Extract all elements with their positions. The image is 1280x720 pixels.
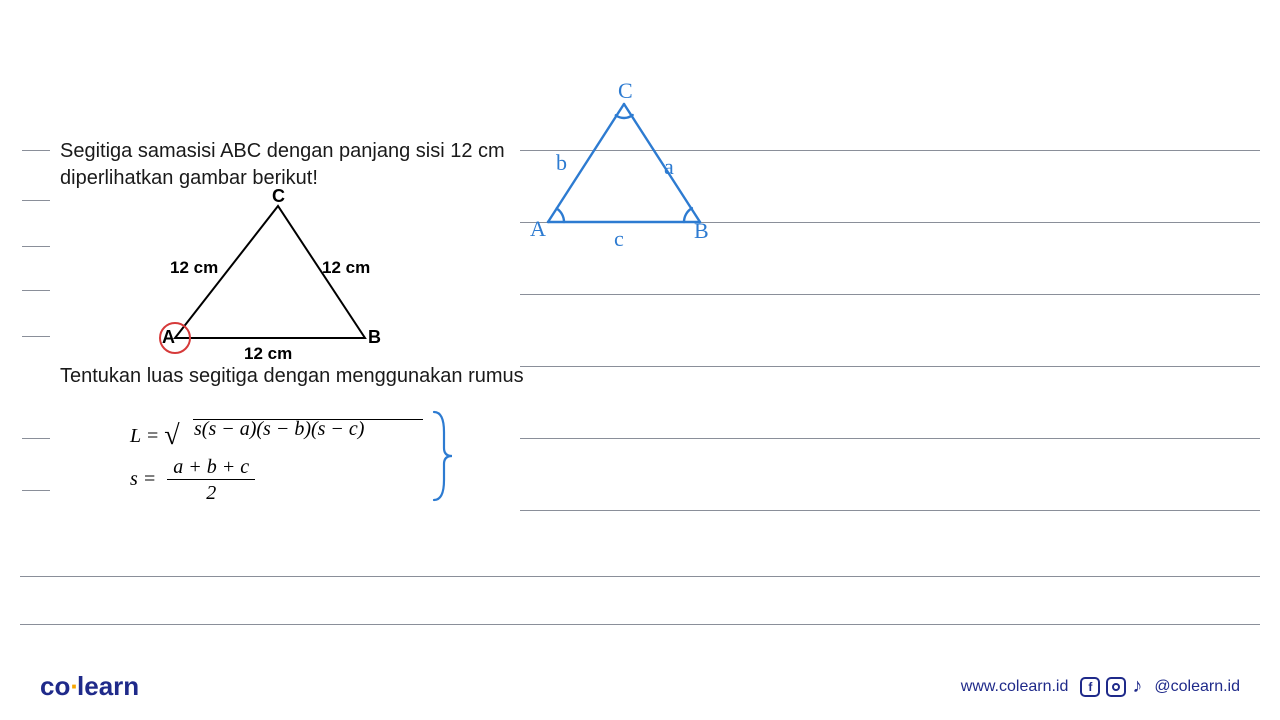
logo-co: co	[40, 671, 70, 701]
blue-c: c	[614, 226, 624, 252]
formula-s-lhs: s =	[130, 468, 156, 490]
logo-learn: learn	[77, 671, 139, 701]
brand-logo: co·learn	[40, 671, 139, 702]
footer-url[interactable]: www.colearn.id	[961, 678, 1069, 696]
blue-b: b	[556, 150, 567, 176]
footer-handle[interactable]: @colearn.id	[1154, 678, 1240, 696]
formula-L-radicand: s(s − a)(s − b)(s − c)	[194, 418, 364, 441]
formula-s-den: 2	[167, 480, 255, 505]
blue-a: a	[664, 154, 674, 180]
blue-C: C	[618, 78, 633, 104]
facebook-icon[interactable]: f	[1080, 677, 1100, 697]
footer: co·learn www.colearn.id f ♪ @colearn.id	[0, 671, 1280, 702]
tiktok-icon[interactable]: ♪	[1132, 675, 1142, 698]
formula-s-num: a + b + c	[167, 456, 255, 480]
blue-A: A	[530, 216, 546, 242]
logo-dot: ·	[70, 671, 77, 701]
blue-brace	[430, 408, 460, 504]
social-icons: f ♪	[1080, 675, 1142, 698]
blue-B: B	[694, 218, 709, 244]
instagram-icon[interactable]	[1106, 677, 1126, 697]
blue-triangle	[0, 0, 1280, 720]
formula-L-lhs: L =	[130, 425, 159, 447]
page-root: Segitiga samasisi ABC dengan panjang sis…	[0, 0, 1280, 720]
